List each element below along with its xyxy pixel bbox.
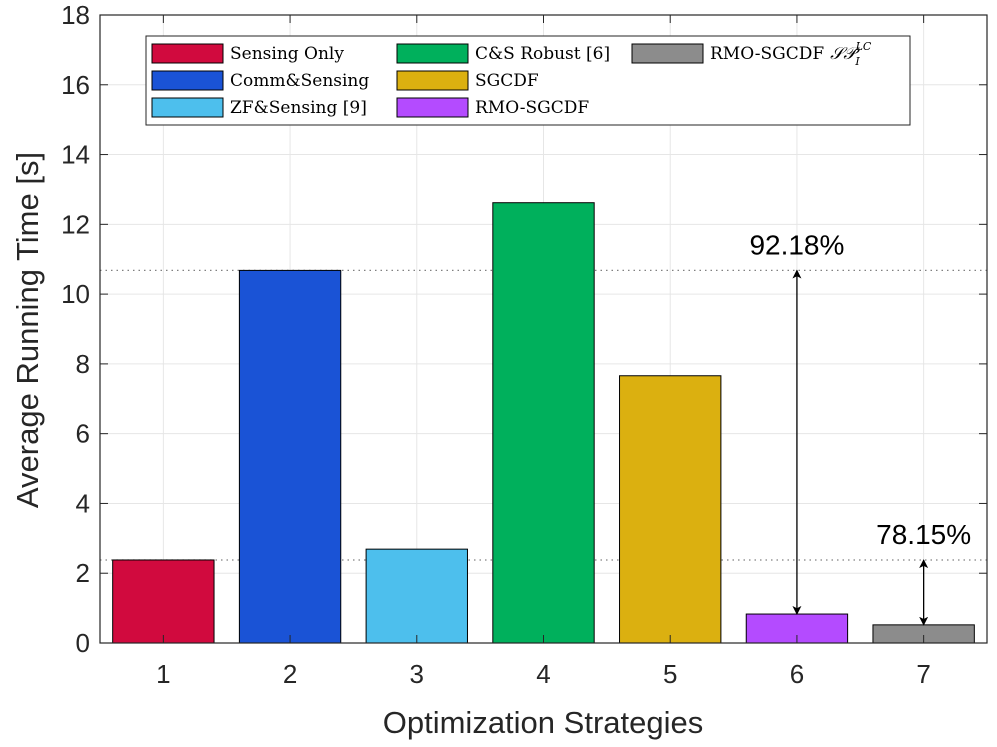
bars	[112, 202, 975, 644]
x-axis-title: Optimization Strategies	[383, 705, 703, 740]
bar-1	[112, 559, 215, 644]
x-tick-label: 7	[916, 659, 930, 689]
legend: Sensing Only Comm&Sensing ZF&Sensing [9] C&…	[145, 35, 911, 126]
y-tick-label: 8	[76, 349, 90, 379]
bar-5	[619, 375, 722, 644]
legend-swatch	[151, 43, 224, 64]
x-tick-label: 3	[410, 659, 424, 689]
legend-swatch	[151, 70, 224, 91]
legend-math-subscript: I	[854, 55, 860, 68]
legend-swatch	[396, 43, 469, 64]
y-tick-label: 12	[61, 209, 90, 239]
y-tick-label: 0	[76, 628, 90, 658]
legend-math-superscript: LC	[855, 40, 872, 53]
bar-4	[492, 202, 595, 644]
x-tick-label: 2	[283, 659, 297, 689]
bar-2	[238, 269, 342, 644]
legend-swatch	[396, 70, 469, 91]
bar-3	[365, 548, 468, 644]
legend-swatch	[396, 97, 469, 118]
annotations: 92.18% 78.15%	[749, 229, 971, 626]
x-tick-label: 4	[536, 659, 550, 689]
legend-label: ZF&Sensing [9]	[230, 98, 367, 118]
x-tick-label: 1	[156, 659, 170, 689]
legend-swatch	[631, 43, 704, 64]
legend-label: C&S Robust [6]	[475, 44, 610, 64]
y-tick-label: 10	[61, 279, 90, 309]
legend-box	[145, 35, 911, 126]
legend-label: RMO-SGCDF 𝒮𝒫LC I	[710, 40, 872, 68]
annotation-label: 92.18%	[749, 229, 844, 260]
legend-label: SGCDF	[475, 71, 539, 91]
y-tick-label: 4	[76, 488, 90, 518]
legend-math-symbol: 𝒮𝒫	[830, 44, 860, 64]
y-axis-title: Average Running Time [s]	[10, 152, 45, 508]
y-tick-label: 2	[76, 558, 90, 588]
y-tick-label: 16	[61, 70, 90, 100]
y-tick-label: 6	[76, 419, 90, 449]
x-tick-label: 6	[790, 659, 804, 689]
legend-label: Sensing Only	[230, 44, 344, 64]
x-tick-label: 5	[663, 659, 677, 689]
annotation-label: 78.15%	[876, 519, 971, 550]
legend-label: RMO-SGCDF	[475, 98, 589, 118]
y-tick-label: 14	[61, 140, 90, 170]
legend-swatch	[151, 97, 224, 118]
legend-label: Comm&Sensing	[230, 71, 369, 91]
y-tick-label: 18	[61, 0, 90, 30]
